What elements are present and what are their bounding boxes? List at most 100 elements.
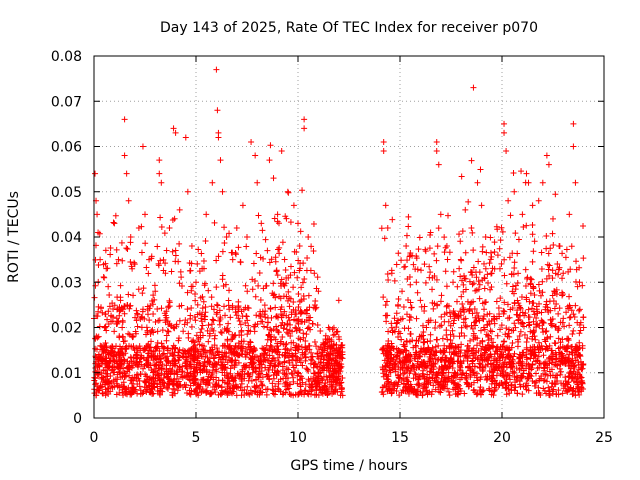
data-point (176, 206, 183, 213)
data-point (580, 314, 587, 321)
data-point (429, 299, 436, 306)
data-point (523, 365, 530, 372)
data-point (405, 390, 412, 397)
data-point (110, 219, 117, 226)
data-point (227, 314, 234, 321)
data-point (295, 346, 302, 353)
data-point (471, 372, 478, 379)
data-point (206, 354, 213, 361)
data-point (391, 277, 398, 284)
data-point (287, 263, 294, 270)
data-point (187, 370, 194, 377)
data-point (513, 376, 520, 383)
data-point (532, 352, 539, 359)
data-point (520, 370, 527, 377)
data-point (264, 247, 271, 254)
data-point (303, 310, 310, 317)
data-point (211, 219, 218, 226)
data-point (501, 256, 508, 263)
data-point (200, 258, 207, 265)
data-point (450, 379, 457, 386)
data-point (109, 363, 116, 370)
data-point (439, 335, 446, 342)
data-point (226, 287, 233, 294)
data-point (181, 347, 188, 354)
data-point (294, 345, 301, 352)
data-point (96, 384, 103, 391)
data-point (479, 315, 486, 322)
data-point (473, 342, 480, 349)
data-point (257, 254, 264, 261)
data-point (514, 336, 521, 343)
data-point (99, 309, 106, 316)
data-point (287, 332, 294, 339)
data-point (537, 292, 544, 299)
data-point (272, 383, 279, 390)
data-point (257, 312, 264, 319)
data-point (491, 315, 498, 322)
data-point (498, 260, 505, 267)
data-point (401, 343, 408, 350)
data-point (455, 312, 462, 319)
data-point (498, 351, 505, 358)
data-point (533, 323, 540, 330)
data-point (382, 342, 389, 349)
data-point (202, 237, 209, 244)
data-point (503, 391, 510, 398)
data-point (420, 339, 427, 346)
data-point (437, 389, 444, 396)
data-point (412, 371, 419, 378)
data-point (306, 342, 313, 349)
data-point (550, 386, 557, 393)
data-point (169, 389, 176, 396)
data-point (252, 321, 259, 328)
data-point (504, 301, 511, 308)
data-point (530, 318, 537, 325)
data-point (120, 306, 127, 313)
data-point (201, 313, 208, 320)
data-point (446, 392, 453, 399)
data-point (203, 387, 210, 394)
data-point (221, 303, 228, 310)
data-point (416, 234, 423, 241)
data-point (188, 287, 195, 294)
data-point (320, 364, 327, 371)
data-point (258, 318, 265, 325)
data-point (178, 274, 185, 281)
data-point (236, 318, 243, 325)
data-point (506, 376, 513, 383)
data-point (446, 349, 453, 356)
data-point (305, 234, 312, 240)
data-point (555, 266, 562, 273)
data-point (399, 288, 406, 295)
data-point (233, 224, 240, 231)
data-point (429, 375, 436, 382)
data-point (333, 328, 340, 335)
data-point (136, 343, 143, 350)
data-point (150, 310, 157, 317)
data-point (450, 308, 457, 315)
data-point (168, 268, 175, 275)
data-point (190, 351, 197, 358)
data-point (308, 349, 315, 356)
data-point (142, 211, 148, 218)
data-point (559, 390, 566, 397)
data-point (136, 383, 143, 390)
data-point (161, 230, 168, 237)
data-point (282, 346, 289, 353)
data-point (569, 331, 576, 338)
data-point (262, 386, 269, 393)
data-point (488, 253, 495, 260)
data-point (188, 260, 195, 267)
data-point (501, 129, 508, 136)
data-point (413, 337, 420, 344)
data-point (220, 364, 227, 371)
data-point (394, 319, 401, 326)
data-point (125, 197, 132, 204)
data-point (457, 347, 464, 354)
data-point (267, 142, 274, 149)
data-point (160, 374, 167, 381)
data-point (133, 374, 140, 381)
data-point (566, 302, 573, 309)
data-point (427, 355, 434, 362)
